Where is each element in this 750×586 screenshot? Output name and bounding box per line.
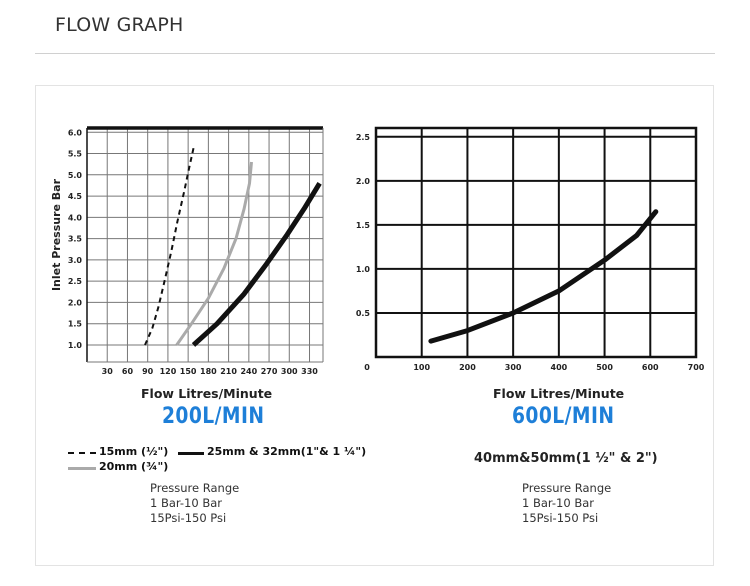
x-tick-label: 90 xyxy=(142,367,154,376)
series-20mm xyxy=(175,161,253,346)
y-tick-label: 5.5 xyxy=(68,150,83,159)
x-tick-label: 30 xyxy=(102,367,114,376)
right-pressure-range-label: Pressure Range xyxy=(522,481,612,495)
y-tick-label: 2.5 xyxy=(356,133,371,142)
legend-swatch-20mm xyxy=(68,467,96,470)
x-tick-label: 270 xyxy=(261,367,278,376)
x-tick-label: 180 xyxy=(200,367,217,376)
legend-swatch-15mm xyxy=(68,452,96,454)
y-tick-label: 1.5 xyxy=(356,221,371,230)
x-tick-label: 210 xyxy=(220,367,237,376)
x-tick-label: 400 xyxy=(551,363,568,372)
y-axis-label: Inlet Pressure Bar xyxy=(50,178,63,291)
y-tick-label: 3.0 xyxy=(68,256,83,265)
y-tick-label: 2.0 xyxy=(356,177,371,186)
series-25mm-32mm xyxy=(191,182,322,347)
flow-graph-panel xyxy=(35,85,714,566)
x-tick-label: 500 xyxy=(596,363,613,372)
y-tick-label: 1.5 xyxy=(68,320,83,329)
x-tick-label: 330 xyxy=(301,367,318,376)
x-tick-label: 60 xyxy=(122,367,134,376)
left-pressure-psi: 15Psi-150 Psi xyxy=(150,511,227,525)
legend-label-15mm: 15mm (½") xyxy=(99,445,169,458)
y-tick-label: 1.0 xyxy=(356,265,371,274)
y-tick-label: 5.0 xyxy=(68,171,83,180)
y-tick-label: 0.5 xyxy=(356,309,371,318)
y-tick-label: 2.5 xyxy=(68,277,83,286)
legend-swatch-25mm xyxy=(178,452,204,455)
left-pressure-bar: 1 Bar-10 Bar xyxy=(150,496,223,510)
y-tick-label: 3.5 xyxy=(68,235,83,244)
right-pipe-size-label: 40mm&50mm(1 ½" & 2") xyxy=(474,451,658,466)
right-pressure-bar: 1 Bar-10 Bar xyxy=(522,496,595,510)
title-divider xyxy=(35,53,715,54)
x-tick-label: 300 xyxy=(281,367,298,376)
x-tick-label: 100 xyxy=(413,363,430,372)
plot-border xyxy=(374,126,698,359)
x-tick-label: 700 xyxy=(688,363,705,372)
left-pressure-range-label: Pressure Range xyxy=(150,481,240,495)
x-tick-label: 240 xyxy=(240,367,257,376)
y-tick-label: 6.0 xyxy=(68,128,83,137)
right-flow-axis-title: Flow Litres/Minute xyxy=(493,386,625,401)
x-tick-label: 0 xyxy=(364,363,370,372)
y-tick-label: 1.0 xyxy=(68,341,83,350)
series-15mm xyxy=(144,144,196,346)
series-40mm-50mm xyxy=(428,209,659,344)
left-flow-rate: 200L/MIN xyxy=(162,404,265,429)
x-tick-label: 600 xyxy=(642,363,659,372)
left-flow-axis-title: Flow Litres/Minute xyxy=(141,386,273,401)
x-tick-label: 200 xyxy=(459,363,476,372)
y-tick-label: 2.0 xyxy=(68,298,83,307)
y-tick-label: 4.0 xyxy=(68,213,83,222)
x-tick-label: 120 xyxy=(160,367,177,376)
right-flow-rate: 600L/MIN xyxy=(512,404,615,429)
legend-label-20mm: 20mm (¾") xyxy=(99,460,169,473)
page-title: FLOW GRAPH xyxy=(55,14,184,36)
x-tick-label: 300 xyxy=(505,363,522,372)
legend-label-25mm: 25mm & 32mm(1"& 1 ¼") xyxy=(207,445,367,458)
y-tick-label: 4.5 xyxy=(68,192,83,201)
x-tick-label: 150 xyxy=(180,367,197,376)
right-pressure-psi: 15Psi-150 Psi xyxy=(522,511,599,525)
